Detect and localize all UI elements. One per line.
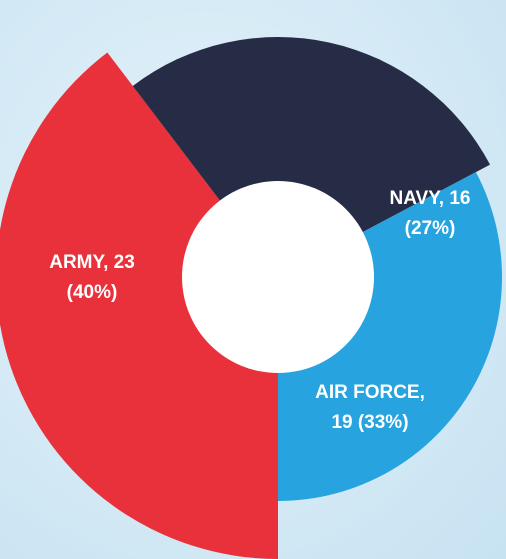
label-navy-line-2: (27%)	[405, 218, 456, 239]
slice-army	[0, 52, 278, 559]
donut-hole	[182, 181, 374, 373]
label-air-force-line-2: 19 (33%)	[331, 412, 408, 433]
label-navy-line-1: NAVY, 16	[390, 188, 471, 209]
chart-labels: ARMY, 23 (40%) NAVY, 16 (27%) AIR FORCE, 19 (…	[49, 188, 470, 433]
slice-navy	[132, 37, 491, 278]
label-air-force-line-1: AIR FORCE,	[315, 382, 425, 403]
label-army-line-1: ARMY, 23	[49, 252, 135, 273]
chart-slices	[0, 37, 503, 559]
label-army-line-2: (40%)	[67, 282, 118, 303]
